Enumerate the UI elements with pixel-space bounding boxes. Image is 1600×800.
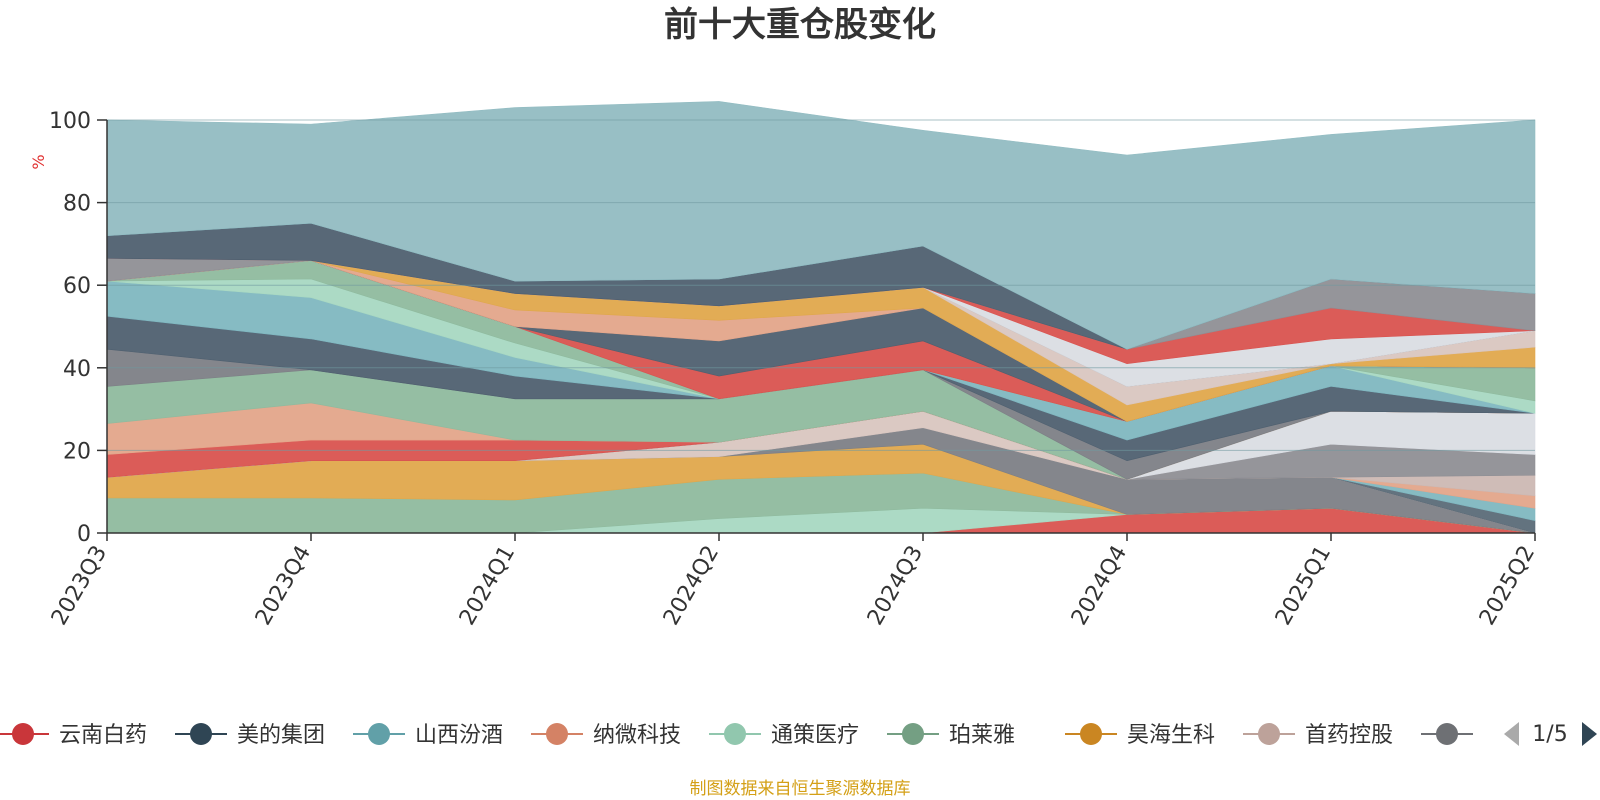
legend-item[interactable]: 昊海生科 <box>1065 723 1215 748</box>
legend-marker-icon <box>546 723 568 745</box>
legend-marker-icon <box>724 723 746 745</box>
data-source-note: 制图数据来自恒生聚源数据库 <box>690 779 911 799</box>
y-tick-label: 60 <box>63 274 91 299</box>
legend-item[interactable]: 美的集团 <box>175 723 325 748</box>
prev-page-icon[interactable] <box>1504 722 1519 746</box>
legend-marker-icon <box>368 723 390 745</box>
x-tick-label: 2024Q1 <box>455 542 520 630</box>
legend-marker-icon <box>1258 723 1280 745</box>
legend-marker-icon <box>1080 723 1102 745</box>
legend-item[interactable]: 首药控股 <box>1243 723 1393 748</box>
legend-item[interactable]: 云南白药 <box>0 723 147 748</box>
legend-marker-icon <box>902 723 924 745</box>
y-tick-label: 100 <box>49 109 91 134</box>
x-tick-label: 2023Q3 <box>47 542 112 630</box>
legend-label: 云南白药 <box>59 723 147 748</box>
legend-item[interactable]: 通策医疗 <box>709 723 859 748</box>
legend-marker-icon <box>190 723 212 745</box>
x-tick-label: 2024Q4 <box>1067 542 1132 630</box>
legend-label: 通策医疗 <box>771 723 859 748</box>
legend-label: 珀莱雅 <box>949 723 1015 748</box>
legend-label: 纳微科技 <box>593 723 681 748</box>
legend-label: 美的集团 <box>237 723 325 748</box>
legend-pager[interactable]: 1/5 <box>1504 722 1597 747</box>
y-tick-label: 40 <box>63 357 91 382</box>
legend-marker-icon <box>1436 723 1458 745</box>
area-series-32 <box>106 101 1536 350</box>
y-tick-label: 20 <box>63 439 91 464</box>
legend-label: 山西汾酒 <box>415 723 503 748</box>
x-tick-label: 2023Q4 <box>251 542 316 630</box>
next-page-icon[interactable] <box>1582 722 1597 746</box>
legend-item[interactable]: 珀莱雅 <box>887 723 1015 748</box>
legend-label: 首药控股 <box>1305 723 1393 748</box>
legend-label: 昊海生科 <box>1127 723 1215 748</box>
legend-page-indicator: 1/5 <box>1532 722 1567 747</box>
y-tick-label: 0 <box>77 522 91 547</box>
x-tick-label: 2024Q2 <box>659 542 724 630</box>
legend-item[interactable]: 益丰药房 <box>1421 723 1571 748</box>
y-tick-label: 80 <box>63 192 91 217</box>
x-tick-label: 2025Q1 <box>1271 542 1336 630</box>
chart-title: 前十大重仓股变化 <box>664 5 936 45</box>
x-tick-label: 2024Q3 <box>863 542 928 630</box>
y-axis-unit: % <box>29 154 48 169</box>
legend-item[interactable]: 纳微科技 <box>531 723 681 748</box>
area-series-group <box>106 101 1536 534</box>
gridlines <box>107 119 1535 451</box>
legend-marker-icon <box>12 723 34 745</box>
x-tick-label: 2025Q2 <box>1475 542 1540 630</box>
legend[interactable]: 云南白药 美的集团 山西汾酒 纳微科技 通策医疗 珀莱雅 昊海生科 首药控股 益丰药房 <box>0 723 1571 748</box>
legend-item[interactable]: 山西汾酒 <box>353 723 503 748</box>
